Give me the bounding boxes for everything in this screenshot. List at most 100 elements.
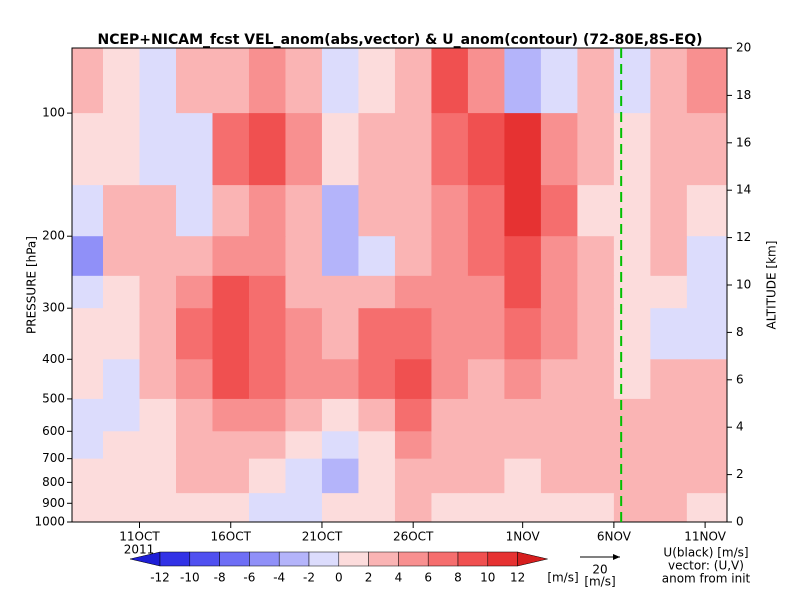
colorbar-unit: [m/s]	[547, 571, 578, 585]
x-tick-label: 11NOV	[684, 530, 726, 544]
heat-cell	[431, 359, 469, 400]
heat-cell	[577, 308, 615, 360]
colorbar-swatch	[159, 551, 191, 567]
heat-cell	[248, 431, 286, 460]
heat-cell	[175, 359, 213, 400]
heat-cell	[139, 48, 177, 114]
heat-cell	[686, 458, 728, 494]
heat-cell	[321, 275, 359, 309]
legend-line: anom from init	[662, 572, 751, 586]
heat-cell	[467, 398, 505, 432]
heat-cell	[321, 308, 359, 360]
heat-cell	[686, 359, 728, 400]
heat-cell	[613, 359, 651, 400]
heat-cell	[248, 308, 286, 360]
colorbar-swatch	[249, 551, 280, 567]
heat-cell	[248, 48, 286, 114]
heat-cell	[212, 431, 250, 460]
heat-cell	[285, 308, 323, 360]
heat-cell	[467, 359, 505, 400]
heat-cell	[358, 113, 396, 186]
heat-cell	[103, 236, 141, 277]
heat-cell	[248, 185, 286, 237]
heat-cell	[394, 185, 432, 237]
heat-cell	[650, 458, 688, 494]
heat-cell	[540, 236, 578, 277]
colorbar-label: -12	[150, 571, 170, 585]
heat-cell	[504, 113, 542, 186]
heat-cell	[504, 185, 542, 237]
heat-cell	[577, 458, 615, 494]
heat-cell	[212, 236, 250, 277]
heat-cell	[540, 113, 578, 186]
heat-cell	[103, 48, 141, 114]
colorbar-label: 4	[395, 571, 403, 585]
heat-cell	[540, 493, 578, 523]
heat-cell	[431, 48, 469, 114]
heat-cell	[431, 185, 469, 237]
heat-cell	[248, 398, 286, 432]
heat-cell	[504, 493, 542, 523]
heat-cell	[139, 185, 177, 237]
heat-cell	[613, 48, 651, 114]
y2-tick-label: 18	[736, 88, 751, 102]
heat-cell	[175, 113, 213, 186]
y2-tick-label: 12	[736, 230, 751, 244]
colorbar-swatch	[398, 551, 429, 567]
year-label: 2011	[124, 543, 155, 557]
colorbar-swatch	[278, 551, 310, 567]
heat-cell	[467, 48, 505, 114]
heat-cell	[504, 48, 542, 114]
heat-cell	[358, 431, 396, 460]
heat-cell	[139, 113, 177, 186]
heat-cell	[650, 493, 688, 523]
colorbar-label: 0	[335, 571, 343, 585]
heat-cell	[394, 275, 432, 309]
heat-cell	[321, 185, 359, 237]
heat-cell	[577, 431, 615, 460]
colorbar-label: -2	[303, 571, 315, 585]
y2-tick-label: 14	[736, 183, 751, 197]
x-tick-label: 16OCT	[211, 530, 252, 544]
heat-cell	[540, 431, 578, 460]
heat-cell	[650, 431, 688, 460]
colorbar-label: -6	[243, 571, 255, 585]
heat-cell	[139, 458, 177, 494]
heat-cell	[504, 308, 542, 360]
heat-cell	[540, 185, 578, 237]
heat-cell	[358, 275, 396, 309]
heat-cell	[467, 236, 505, 277]
y-tick-label: 800	[42, 475, 65, 489]
heat-cell	[686, 113, 728, 186]
heat-cell	[613, 185, 651, 237]
heat-cell	[72, 308, 104, 360]
heat-cell	[139, 431, 177, 460]
colorbar-swatch	[308, 551, 340, 567]
heat-cell	[358, 48, 396, 114]
heat-cell	[103, 458, 141, 494]
heat-cell	[467, 113, 505, 186]
heat-cell	[285, 48, 323, 114]
heat-cell	[285, 185, 323, 237]
colorbar-label: -10	[180, 571, 200, 585]
heat-cell	[613, 493, 651, 523]
heat-cell	[72, 48, 104, 114]
heat-cell	[650, 275, 688, 309]
heat-cell	[358, 359, 396, 400]
heat-cell	[139, 308, 177, 360]
heat-cell	[139, 275, 177, 309]
y-tick-label: 100	[42, 106, 65, 120]
y-tick-label: 500	[42, 391, 65, 405]
heat-cell	[431, 431, 469, 460]
heat-cell	[175, 236, 213, 277]
heat-cell	[394, 493, 432, 523]
y2-tick-label: 10	[736, 278, 751, 292]
heat-cell	[650, 113, 688, 186]
heat-cell	[103, 185, 141, 237]
y2-axis-label: ALTITUDE [km]	[765, 241, 779, 330]
heat-cell	[686, 431, 728, 460]
heat-cell	[540, 359, 578, 400]
heat-cell	[394, 48, 432, 114]
heat-cell	[103, 308, 141, 360]
heat-cell	[72, 185, 104, 237]
